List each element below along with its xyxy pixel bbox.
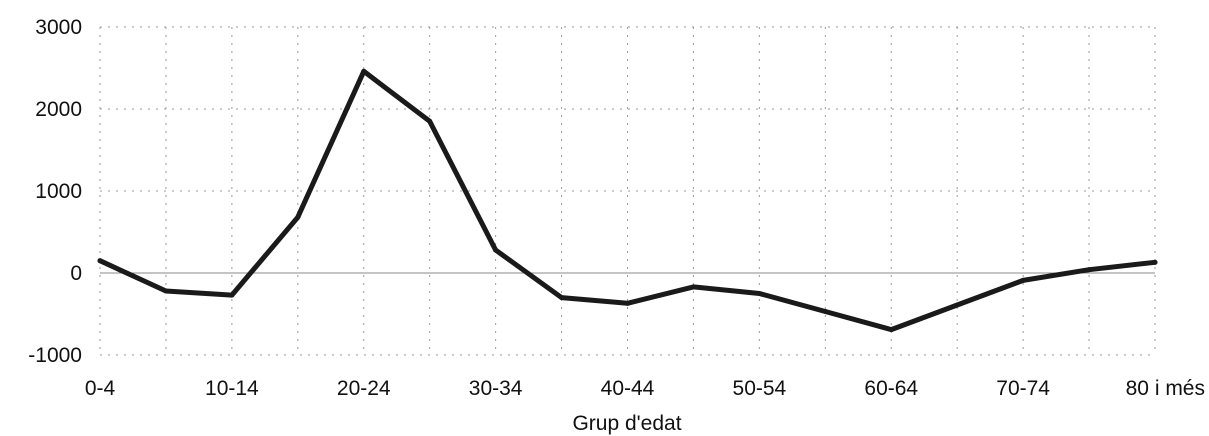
x-tick-label: 30-34 <box>469 377 523 400</box>
x-tick-label: 0-4 <box>85 377 116 400</box>
data-point <box>295 214 301 220</box>
series-line <box>97 68 1158 333</box>
data-point <box>361 68 367 74</box>
data-point <box>954 302 960 308</box>
x-tick-label: 40-44 <box>601 377 655 400</box>
x-axis-ticks: 0-4 10-14 20-24 30-34 40-44 50-54 60-64 70-74 80… <box>85 377 1205 400</box>
x-tick-label: 70-74 <box>996 377 1050 400</box>
y-tick-label: 2000 <box>35 98 82 121</box>
y-axis-ticks: 3000 2000 1000 0 -1000 <box>28 16 82 367</box>
y-tick-label: 0 <box>70 262 82 285</box>
data-point <box>822 309 828 315</box>
data-point <box>625 300 630 306</box>
data-point <box>888 327 894 333</box>
data-point <box>163 288 169 294</box>
data-point <box>756 291 762 296</box>
x-tick-label: 50-54 <box>733 377 787 400</box>
x-tick-label: 60-64 <box>864 377 918 400</box>
y-tick-label: 3000 <box>35 16 82 39</box>
data-point <box>427 118 433 124</box>
data-point <box>97 258 103 264</box>
x-tick-label: 20-24 <box>337 377 391 400</box>
x-tick-label: 10-14 <box>205 377 259 400</box>
series-group <box>97 68 1158 333</box>
data-point <box>1020 277 1026 283</box>
data-point <box>1152 259 1158 265</box>
x-axis-title: Grup d'edat <box>572 412 681 435</box>
x-tick-label: 80 i més <box>1126 377 1205 400</box>
grid-lines <box>99 26 1156 356</box>
data-point <box>493 247 499 253</box>
y-tick-label: 1000 <box>35 180 82 203</box>
data-point <box>690 284 696 290</box>
data-point <box>229 292 235 298</box>
data-point <box>559 295 565 301</box>
y-tick-label: -1000 <box>28 344 82 367</box>
data-point <box>1086 267 1092 273</box>
